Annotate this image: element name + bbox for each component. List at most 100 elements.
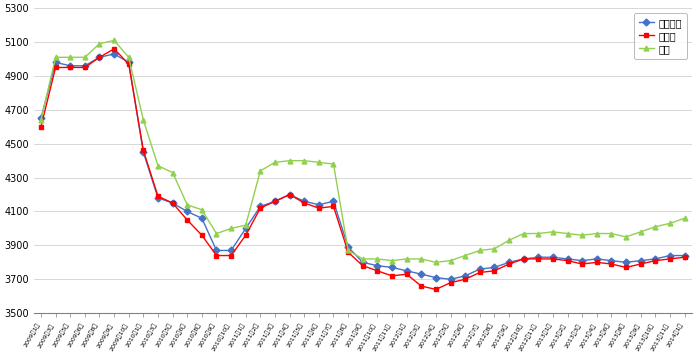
- 光圆钉筋: [66, 64, 74, 68]
- 光圆钉筋: [37, 116, 45, 120]
- 线材: [183, 203, 191, 207]
- 贺纹钉: [578, 262, 586, 266]
- 贺纹钉: [81, 66, 89, 70]
- 光圆钉筋: [315, 203, 323, 207]
- 光圆钉筋: [300, 199, 308, 204]
- 线材: [681, 216, 689, 220]
- 线材: [154, 164, 162, 168]
- 贺纹钉: [227, 253, 235, 258]
- 线材: [578, 233, 586, 237]
- 贺纹钉: [95, 55, 104, 59]
- 贺纹钉: [548, 257, 557, 261]
- 贺纹钉: [681, 255, 689, 260]
- Legend: 光圆钉筋, 贺纹钉, 线材: 光圆钉筋, 贺纹钉, 线材: [634, 13, 687, 59]
- 贺纹钉: [125, 62, 133, 66]
- 线材: [198, 208, 206, 212]
- 光圆钉筋: [285, 192, 294, 197]
- 线材: [52, 55, 60, 59]
- 光圆钉筋: [651, 257, 659, 261]
- 光圆钉筋: [52, 60, 60, 64]
- 光圆钉筋: [154, 196, 162, 200]
- 光圆钉筋: [139, 150, 148, 155]
- 贺纹钉: [592, 260, 601, 265]
- 贺纹钉: [154, 194, 162, 198]
- 线材: [519, 231, 528, 236]
- 光圆钉筋: [607, 258, 615, 263]
- 光圆钉筋: [344, 245, 352, 249]
- 线材: [373, 257, 381, 261]
- 线材: [95, 42, 104, 46]
- 贺纹钉: [168, 201, 177, 205]
- 贺纹钉: [300, 201, 308, 205]
- 贺纹钉: [475, 270, 484, 274]
- 贺纹钉: [505, 262, 513, 266]
- 贺纹钉: [461, 277, 469, 281]
- 线材: [212, 231, 221, 236]
- 线材: [446, 258, 454, 263]
- 线材: [271, 160, 279, 164]
- 光圆钉筋: [563, 257, 571, 261]
- 光圆钉筋: [198, 216, 206, 220]
- 光圆钉筋: [548, 255, 557, 260]
- 线材: [432, 260, 440, 265]
- 贺纹钉: [110, 47, 118, 51]
- 光圆钉筋: [212, 248, 221, 253]
- 贺纹钉: [358, 263, 367, 268]
- 贺纹钉: [607, 262, 615, 266]
- 光圆钉筋: [125, 60, 133, 64]
- 光圆钉筋: [636, 258, 644, 263]
- 光圆钉筋: [417, 272, 425, 276]
- 线材: [665, 221, 674, 225]
- 线材: [402, 257, 411, 261]
- Line: 线材: 线材: [38, 38, 687, 265]
- 光圆钉筋: [475, 267, 484, 271]
- 线材: [607, 231, 615, 236]
- 光圆钉筋: [681, 253, 689, 258]
- 线材: [315, 160, 323, 164]
- 线材: [388, 258, 396, 263]
- 线材: [285, 158, 294, 163]
- 线材: [37, 118, 45, 122]
- 线材: [651, 225, 659, 229]
- 贺纹钉: [52, 66, 60, 70]
- 光圆钉筋: [622, 260, 630, 265]
- 光圆钉筋: [358, 260, 367, 265]
- 线材: [636, 230, 644, 234]
- 贺纹钉: [534, 257, 542, 261]
- 光圆钉筋: [490, 265, 498, 269]
- 光圆钉筋: [110, 52, 118, 56]
- 线材: [110, 38, 118, 42]
- 线材: [329, 162, 338, 166]
- 贺纹钉: [344, 250, 352, 254]
- 光圆钉筋: [402, 269, 411, 273]
- 光圆钉筋: [446, 277, 454, 281]
- 光圆钉筋: [461, 274, 469, 278]
- 线材: [168, 171, 177, 175]
- 线材: [242, 223, 250, 227]
- 线材: [227, 226, 235, 231]
- 贺纹钉: [388, 274, 396, 278]
- 线材: [81, 55, 89, 59]
- 线材: [417, 257, 425, 261]
- 光圆钉筋: [578, 258, 586, 263]
- 线材: [534, 231, 542, 236]
- 贺纹钉: [212, 253, 221, 258]
- 光圆钉筋: [432, 276, 440, 280]
- 贺纹钉: [256, 206, 264, 210]
- 贺纹钉: [651, 258, 659, 263]
- 贺纹钉: [242, 233, 250, 237]
- 贺纹钉: [622, 265, 630, 269]
- 贺纹钉: [490, 269, 498, 273]
- 光圆钉筋: [168, 201, 177, 205]
- 光圆钉筋: [256, 204, 264, 209]
- 贺纹钉: [139, 148, 148, 153]
- Line: 贺纹钉: 贺纹钉: [38, 46, 687, 292]
- 线材: [66, 55, 74, 59]
- 线材: [548, 230, 557, 234]
- 贺纹钉: [183, 218, 191, 222]
- 光圆钉筋: [183, 209, 191, 214]
- 贺纹钉: [315, 206, 323, 210]
- 贺纹钉: [519, 257, 528, 261]
- 贺纹钉: [329, 204, 338, 209]
- 线材: [139, 118, 148, 122]
